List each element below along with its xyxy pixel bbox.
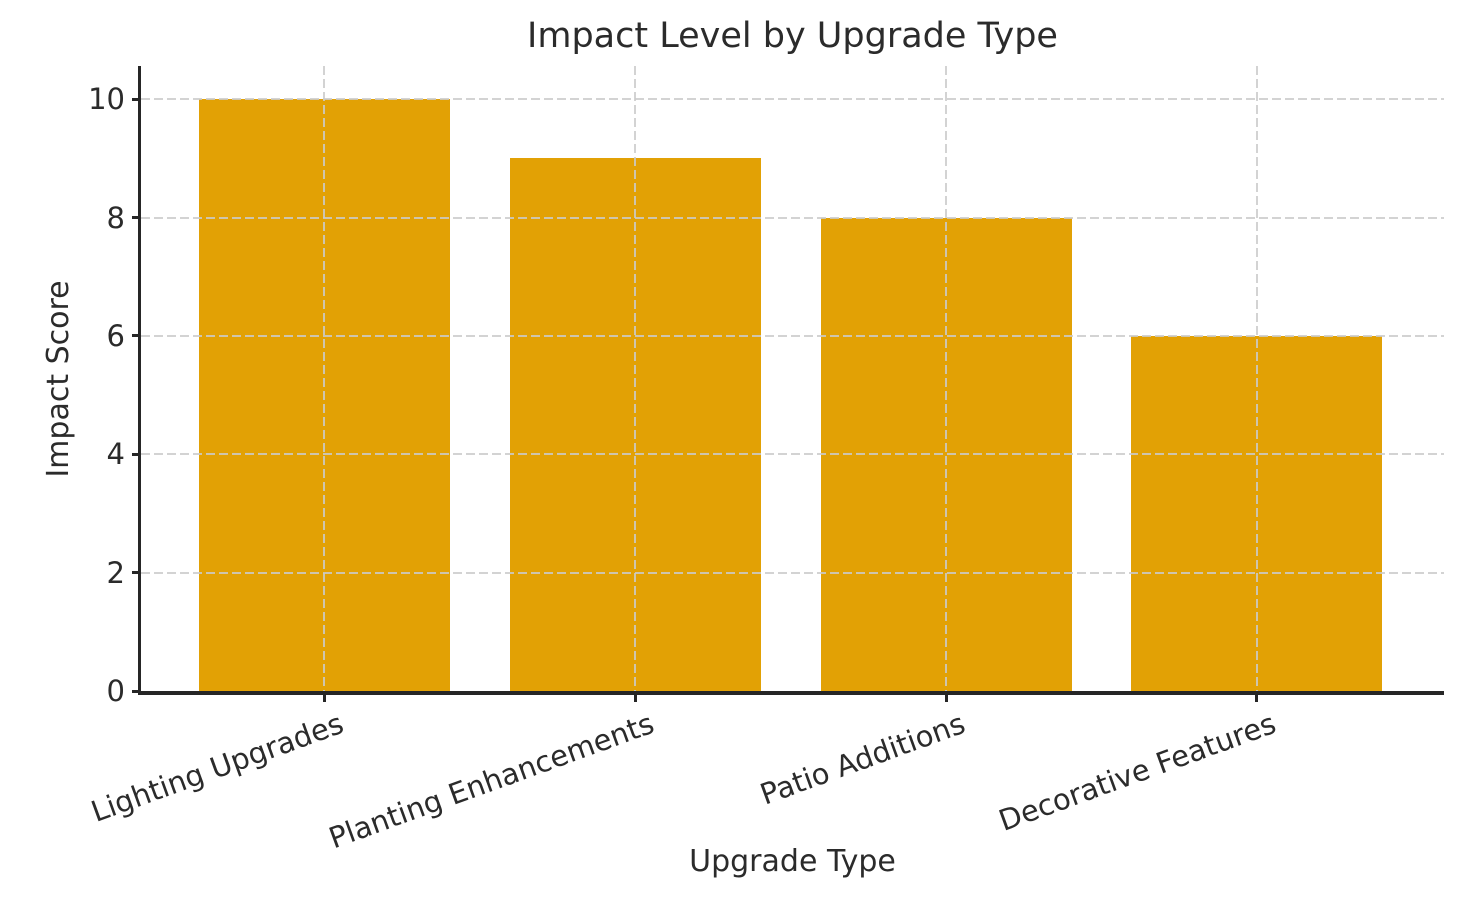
x-tick: [1255, 692, 1259, 702]
y-tick-label: 10: [88, 82, 125, 117]
gridline-v: [1255, 66, 1258, 691]
chart-title: Impact Level by Upgrade Type: [527, 16, 1058, 56]
y-tick: [132, 571, 141, 575]
gridline-v: [634, 66, 637, 691]
y-tick-label: 0: [106, 674, 125, 708]
x-tick-label: Lighting Upgrades: [86, 706, 348, 829]
gridline-h: [141, 334, 1444, 337]
x-tick-label: Decorative Features: [994, 706, 1281, 838]
x-tick: [322, 692, 326, 702]
y-tick-label: 2: [106, 555, 125, 590]
x-axis-label: Upgrade Type: [689, 844, 896, 879]
x-tick: [944, 692, 948, 702]
y-axis-spine: [137, 66, 141, 695]
x-tick-label: Planting Enhancements: [324, 706, 659, 856]
y-axis-label: Impact Score: [41, 280, 76, 478]
y-tick: [132, 452, 141, 456]
x-axis-spine: [137, 691, 1444, 695]
gridline-h: [141, 98, 1444, 101]
y-tick-label: 4: [106, 437, 125, 472]
gridline-h: [141, 453, 1444, 456]
y-tick: [132, 689, 141, 693]
gridline-v: [323, 66, 326, 691]
y-tick-label: 6: [106, 318, 125, 353]
y-tick: [132, 216, 141, 219]
x-tick-label: Patio Additions: [755, 706, 970, 812]
y-tick: [132, 334, 141, 338]
y-tick: [132, 97, 141, 101]
y-tick-label: 8: [106, 200, 125, 235]
gridline-h: [141, 216, 1444, 219]
x-tick: [633, 692, 637, 702]
gridline-h: [141, 571, 1444, 574]
gridline-v: [945, 66, 947, 691]
